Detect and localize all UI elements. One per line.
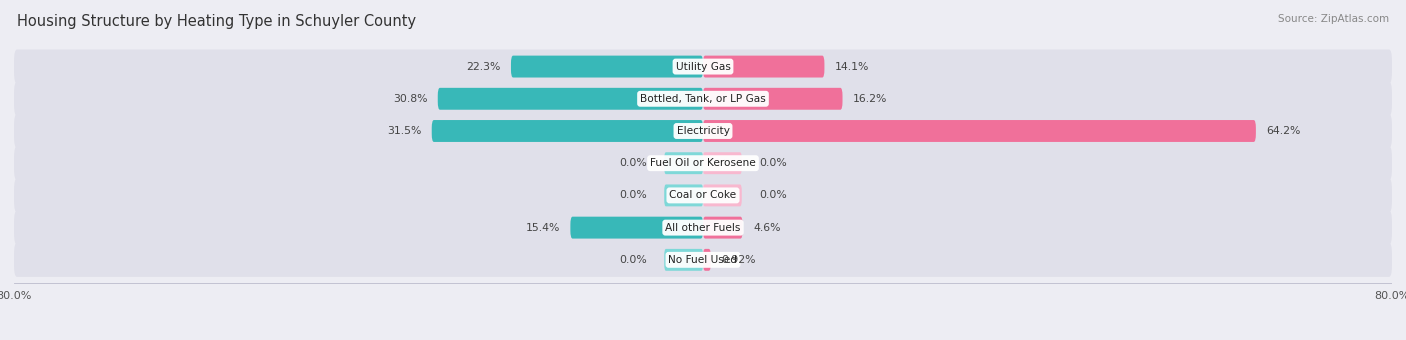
Text: Housing Structure by Heating Type in Schuyler County: Housing Structure by Heating Type in Sch… xyxy=(17,14,416,29)
Text: 0.0%: 0.0% xyxy=(619,255,647,265)
FancyBboxPatch shape xyxy=(14,243,1392,277)
FancyBboxPatch shape xyxy=(703,56,824,78)
FancyBboxPatch shape xyxy=(664,185,703,206)
Text: No Fuel Used: No Fuel Used xyxy=(668,255,738,265)
Text: Bottled, Tank, or LP Gas: Bottled, Tank, or LP Gas xyxy=(640,94,766,104)
Text: 0.92%: 0.92% xyxy=(721,255,756,265)
FancyBboxPatch shape xyxy=(14,82,1392,116)
FancyBboxPatch shape xyxy=(703,217,742,239)
Text: 64.2%: 64.2% xyxy=(1267,126,1301,136)
Text: Electricity: Electricity xyxy=(676,126,730,136)
FancyBboxPatch shape xyxy=(14,50,1392,84)
FancyBboxPatch shape xyxy=(14,114,1392,148)
Text: 4.6%: 4.6% xyxy=(754,223,780,233)
Text: 22.3%: 22.3% xyxy=(467,62,501,71)
Text: 15.4%: 15.4% xyxy=(526,223,560,233)
FancyBboxPatch shape xyxy=(703,185,742,206)
Text: 30.8%: 30.8% xyxy=(392,94,427,104)
FancyBboxPatch shape xyxy=(432,120,703,142)
Text: All other Fuels: All other Fuels xyxy=(665,223,741,233)
FancyBboxPatch shape xyxy=(703,88,842,110)
FancyBboxPatch shape xyxy=(510,56,703,78)
Text: 0.0%: 0.0% xyxy=(619,190,647,200)
Text: Coal or Coke: Coal or Coke xyxy=(669,190,737,200)
Text: 16.2%: 16.2% xyxy=(853,94,887,104)
Text: Source: ZipAtlas.com: Source: ZipAtlas.com xyxy=(1278,14,1389,23)
Text: 31.5%: 31.5% xyxy=(387,126,422,136)
FancyBboxPatch shape xyxy=(14,210,1392,245)
FancyBboxPatch shape xyxy=(703,249,711,271)
Text: 0.0%: 0.0% xyxy=(759,158,787,168)
FancyBboxPatch shape xyxy=(664,249,703,271)
FancyBboxPatch shape xyxy=(437,88,703,110)
Text: 0.0%: 0.0% xyxy=(759,190,787,200)
Text: Fuel Oil or Kerosene: Fuel Oil or Kerosene xyxy=(650,158,756,168)
FancyBboxPatch shape xyxy=(571,217,703,239)
FancyBboxPatch shape xyxy=(664,152,703,174)
Legend: Owner-occupied, Renter-occupied: Owner-occupied, Renter-occupied xyxy=(578,336,828,340)
Text: Utility Gas: Utility Gas xyxy=(675,62,731,71)
FancyBboxPatch shape xyxy=(703,120,1256,142)
Text: 0.0%: 0.0% xyxy=(619,158,647,168)
FancyBboxPatch shape xyxy=(14,178,1392,212)
FancyBboxPatch shape xyxy=(14,146,1392,180)
Text: 14.1%: 14.1% xyxy=(835,62,869,71)
FancyBboxPatch shape xyxy=(703,152,742,174)
